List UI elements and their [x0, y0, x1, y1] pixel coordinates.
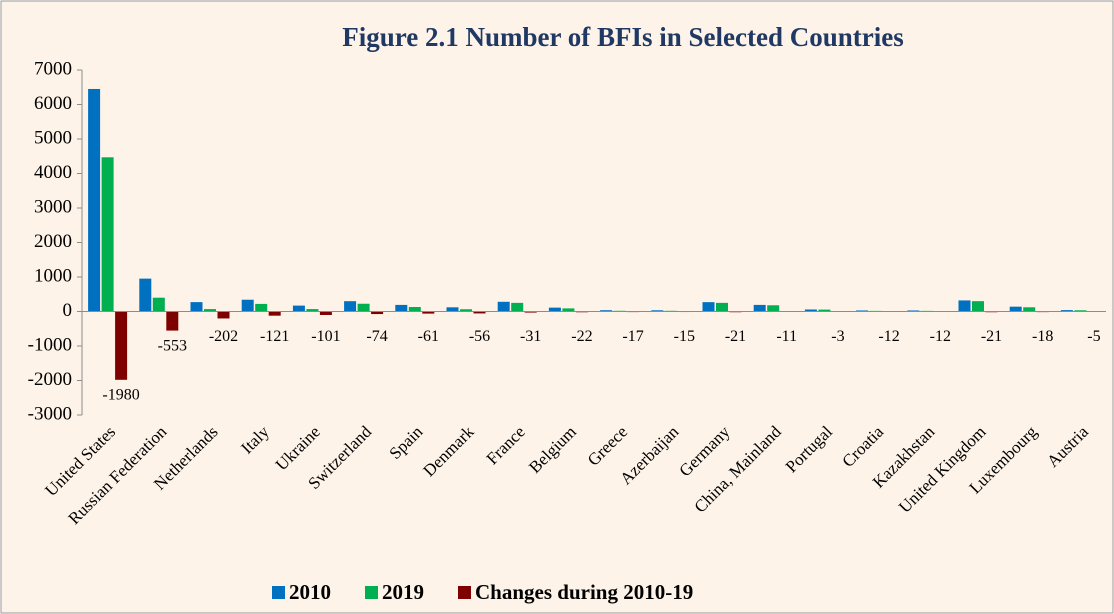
y-tick-label: -3000 — [28, 403, 72, 424]
legend-swatch — [365, 586, 378, 599]
bar — [217, 311, 230, 319]
y-tick-label: 5000 — [34, 127, 72, 148]
y-tick-label: 3000 — [34, 196, 72, 217]
data-label: -3 — [831, 328, 844, 345]
data-label: -22 — [571, 328, 592, 345]
bar — [422, 311, 435, 314]
data-label: -202 — [209, 328, 238, 345]
bar — [319, 311, 332, 315]
bar — [716, 302, 728, 312]
data-label: -121 — [260, 328, 289, 345]
bar — [753, 304, 766, 312]
data-label: -1980 — [102, 386, 139, 403]
bar — [344, 301, 357, 312]
bar — [204, 309, 216, 312]
data-label: -61 — [418, 328, 439, 345]
bar — [166, 311, 179, 331]
bar — [460, 309, 472, 312]
bar — [241, 299, 254, 312]
y-tick-label: -2000 — [28, 369, 72, 390]
data-label: -5 — [1087, 328, 1100, 345]
legend-label: Changes during 2010-19 — [475, 580, 693, 604]
data-label: -56 — [469, 328, 490, 345]
bar — [371, 311, 384, 315]
legend-label: 2010 — [289, 580, 331, 604]
bar — [101, 157, 114, 312]
bar — [856, 310, 869, 312]
y-tick-label: 2000 — [34, 231, 72, 252]
bar — [446, 307, 459, 312]
bar — [268, 311, 281, 316]
bar — [1009, 306, 1022, 312]
bar — [524, 311, 537, 313]
bar — [1060, 310, 1073, 312]
y-tick-label: 0 — [63, 300, 73, 321]
legend-label: 2019 — [382, 580, 424, 604]
bar — [511, 302, 524, 312]
y-tick-label: 1000 — [34, 265, 72, 286]
bar — [139, 278, 152, 312]
y-tick-label: 7000 — [34, 58, 72, 79]
data-label: -12 — [930, 328, 951, 345]
bar — [767, 305, 780, 312]
legend-swatch — [458, 586, 471, 599]
bar — [255, 303, 268, 312]
data-label: -21 — [981, 328, 1002, 345]
bar — [292, 305, 305, 312]
bar — [804, 309, 817, 312]
bar — [907, 310, 920, 312]
y-tick-label: 4000 — [34, 162, 72, 183]
data-label: -15 — [674, 328, 695, 345]
data-label: -17 — [622, 328, 643, 345]
bar — [408, 307, 421, 312]
bar — [473, 311, 486, 314]
legend-swatch — [272, 586, 285, 599]
data-label: -11 — [776, 328, 797, 345]
data-label: -12 — [878, 328, 899, 345]
data-label: -21 — [725, 328, 746, 345]
bar — [395, 304, 408, 312]
bar — [88, 88, 101, 312]
bar — [497, 301, 510, 312]
bar — [152, 297, 165, 312]
bar — [548, 307, 561, 312]
bar — [1023, 307, 1036, 312]
bar — [306, 309, 319, 312]
bar — [651, 310, 664, 312]
bar — [562, 308, 575, 312]
bar — [357, 303, 370, 312]
bar — [1074, 310, 1087, 312]
y-tick-label: 6000 — [34, 93, 72, 114]
y-tick-label: -1000 — [28, 334, 72, 355]
data-label: -553 — [158, 337, 187, 354]
data-label: -18 — [1032, 328, 1053, 345]
bar — [958, 300, 971, 312]
chart-title: Figure 2.1 Number of BFIs in Selected Co… — [342, 22, 903, 52]
bar — [115, 311, 128, 380]
bar — [972, 301, 984, 312]
bar — [702, 302, 715, 312]
bar — [190, 302, 203, 312]
bar — [818, 309, 831, 312]
data-label: -31 — [520, 328, 541, 345]
bar — [600, 310, 613, 312]
data-label: -101 — [311, 328, 340, 345]
data-label: -74 — [366, 328, 387, 345]
